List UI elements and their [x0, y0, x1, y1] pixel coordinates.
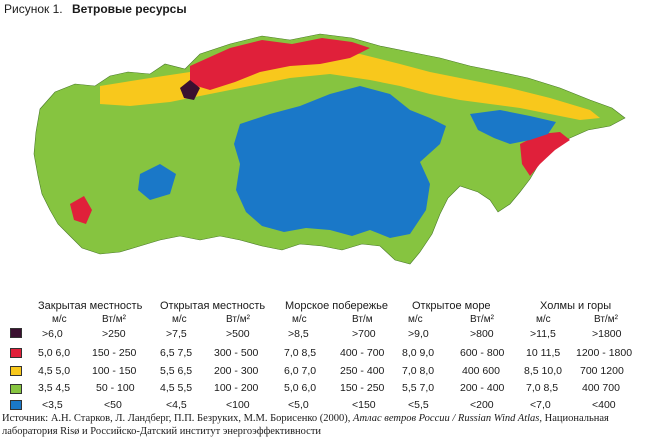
power-open-4: <100 — [226, 399, 250, 411]
speed-closed-1: 5,0 6,0 — [38, 347, 71, 359]
speed-hills-3: 7,0 8,5 — [526, 382, 559, 394]
speed-sea-4: <5,5 — [408, 399, 429, 411]
power-coast-3: 150 - 250 — [340, 382, 385, 394]
unit-speed-coast: м/с — [292, 314, 307, 325]
power-hills-0: >1800 — [592, 328, 622, 340]
swatch-dark — [10, 328, 22, 338]
unit-power-sea: Вт/м² — [470, 314, 494, 325]
power-closed-4: <50 — [104, 399, 122, 411]
swatch-blue — [10, 400, 22, 410]
speed-closed-2: 4,5 5,0 — [38, 365, 71, 377]
power-coast-1: 400 - 700 — [340, 347, 385, 359]
speed-sea-3: 5,5 7,0 — [402, 382, 435, 394]
power-sea-0: >800 — [470, 328, 494, 340]
power-coast-0: >700 — [352, 328, 376, 340]
unit-power-closed: Вт/м² — [102, 314, 126, 325]
power-sea-3: 200 - 400 — [460, 382, 505, 394]
power-open-1: 300 - 500 — [214, 347, 259, 359]
unit-power-hills: Вт/м² — [594, 314, 618, 325]
source-institution: Национальная лаборатория Risø и Российск… — [2, 413, 609, 437]
figure-number: Рисунок 1. — [4, 2, 63, 16]
power-coast-4: <150 — [352, 399, 376, 411]
power-hills-2: 700 1200 — [580, 365, 624, 377]
unit-speed-closed: м/с — [52, 314, 67, 325]
group-title-coast: Морское побережье — [285, 300, 388, 312]
group-title-open: Открытая местность — [160, 300, 266, 312]
zone-blue-west — [138, 164, 176, 200]
swatch-green — [10, 384, 22, 394]
speed-hills-4: <7,0 — [530, 399, 551, 411]
group-title-hills: Холмы и горы — [540, 300, 612, 312]
figure-name: Ветровые ресурсы — [71, 2, 187, 16]
speed-hills-1: 10 11,5 — [526, 347, 561, 359]
unit-speed-open: м/с — [172, 314, 187, 325]
power-hills-1: 1200 - 1800 — [576, 347, 633, 359]
power-sea-1: 600 - 800 — [460, 347, 505, 359]
power-closed-2: 100 - 150 — [92, 365, 137, 377]
speed-open-4: <4,5 — [166, 399, 187, 411]
speed-coast-3: 5,0 6,0 — [284, 382, 317, 394]
power-coast-2: 250 - 400 — [340, 365, 385, 377]
speed-closed-0: >6,0 — [42, 328, 63, 340]
zone-red-south — [70, 196, 92, 224]
power-hills-4: <400 — [592, 399, 616, 411]
speed-closed-3: 3,5 4,5 — [38, 382, 71, 394]
zone-red-pacific — [520, 132, 570, 176]
speed-open-3: 4,5 5,5 — [160, 382, 193, 394]
zone-blue-east — [470, 110, 556, 144]
power-open-3: 100 - 200 — [214, 382, 259, 394]
power-sea-2: 400 600 — [462, 365, 500, 377]
speed-coast-2: 6,0 7,0 — [284, 365, 317, 377]
power-open-2: 200 - 300 — [214, 365, 259, 377]
source-note: Источник: А.Н. Старков, Л. Ландберг, П.П… — [2, 412, 642, 438]
speed-coast-0: >8,5 — [288, 328, 309, 340]
source-atlas: Атлас ветров России / Russian Wind Atlas… — [353, 413, 543, 424]
speed-sea-2: 7,0 8,0 — [402, 365, 435, 377]
unit-power-open: Вт/м² — [226, 314, 250, 325]
power-closed-0: >250 — [102, 328, 126, 340]
unit-speed-hills: м/с — [536, 314, 551, 325]
unit-speed-sea: м/с — [408, 314, 423, 325]
speed-coast-1: 7,0 8,5 — [284, 347, 317, 359]
group-title-closed: Закрытая местность — [38, 300, 143, 312]
figure-title: Рисунок 1. Ветровые ресурсы — [4, 2, 187, 16]
zone-red-north — [190, 38, 370, 90]
swatch-red — [10, 348, 22, 358]
speed-closed-4: <3,5 — [42, 399, 63, 411]
speed-hills-0: >11,5 — [530, 328, 556, 340]
power-sea-4: <200 — [470, 399, 494, 411]
speed-sea-1: 8,0 9,0 — [402, 347, 435, 359]
legend: Закрытая местность м/с Вт/м² >6,0 5,0 6,… — [0, 296, 647, 416]
power-closed-3: 50 - 100 — [96, 382, 135, 394]
swatch-yellow — [10, 366, 22, 376]
zone-blue-interior — [234, 86, 446, 238]
speed-sea-0: >9,0 — [408, 328, 429, 340]
source-authors: Источник: А.Н. Старков, Л. Ландберг, П.П… — [2, 413, 351, 424]
speed-coast-4: <5,0 — [288, 399, 309, 411]
speed-open-1: 6,5 7,5 — [160, 347, 193, 359]
power-hills-3: 400 700 — [582, 382, 620, 394]
power-open-0: >500 — [226, 328, 250, 340]
speed-open-2: 5,5 6,5 — [160, 365, 193, 377]
power-closed-1: 150 - 250 — [92, 347, 137, 359]
group-title-sea: Открытое море — [412, 300, 491, 312]
speed-hills-2: 8,5 10,0 — [524, 365, 562, 377]
zone-dark-kola — [180, 80, 200, 100]
unit-power-coast: Вт/м — [352, 314, 373, 325]
wind-resource-map — [33, 33, 626, 265]
speed-open-0: >7,5 — [166, 328, 187, 340]
